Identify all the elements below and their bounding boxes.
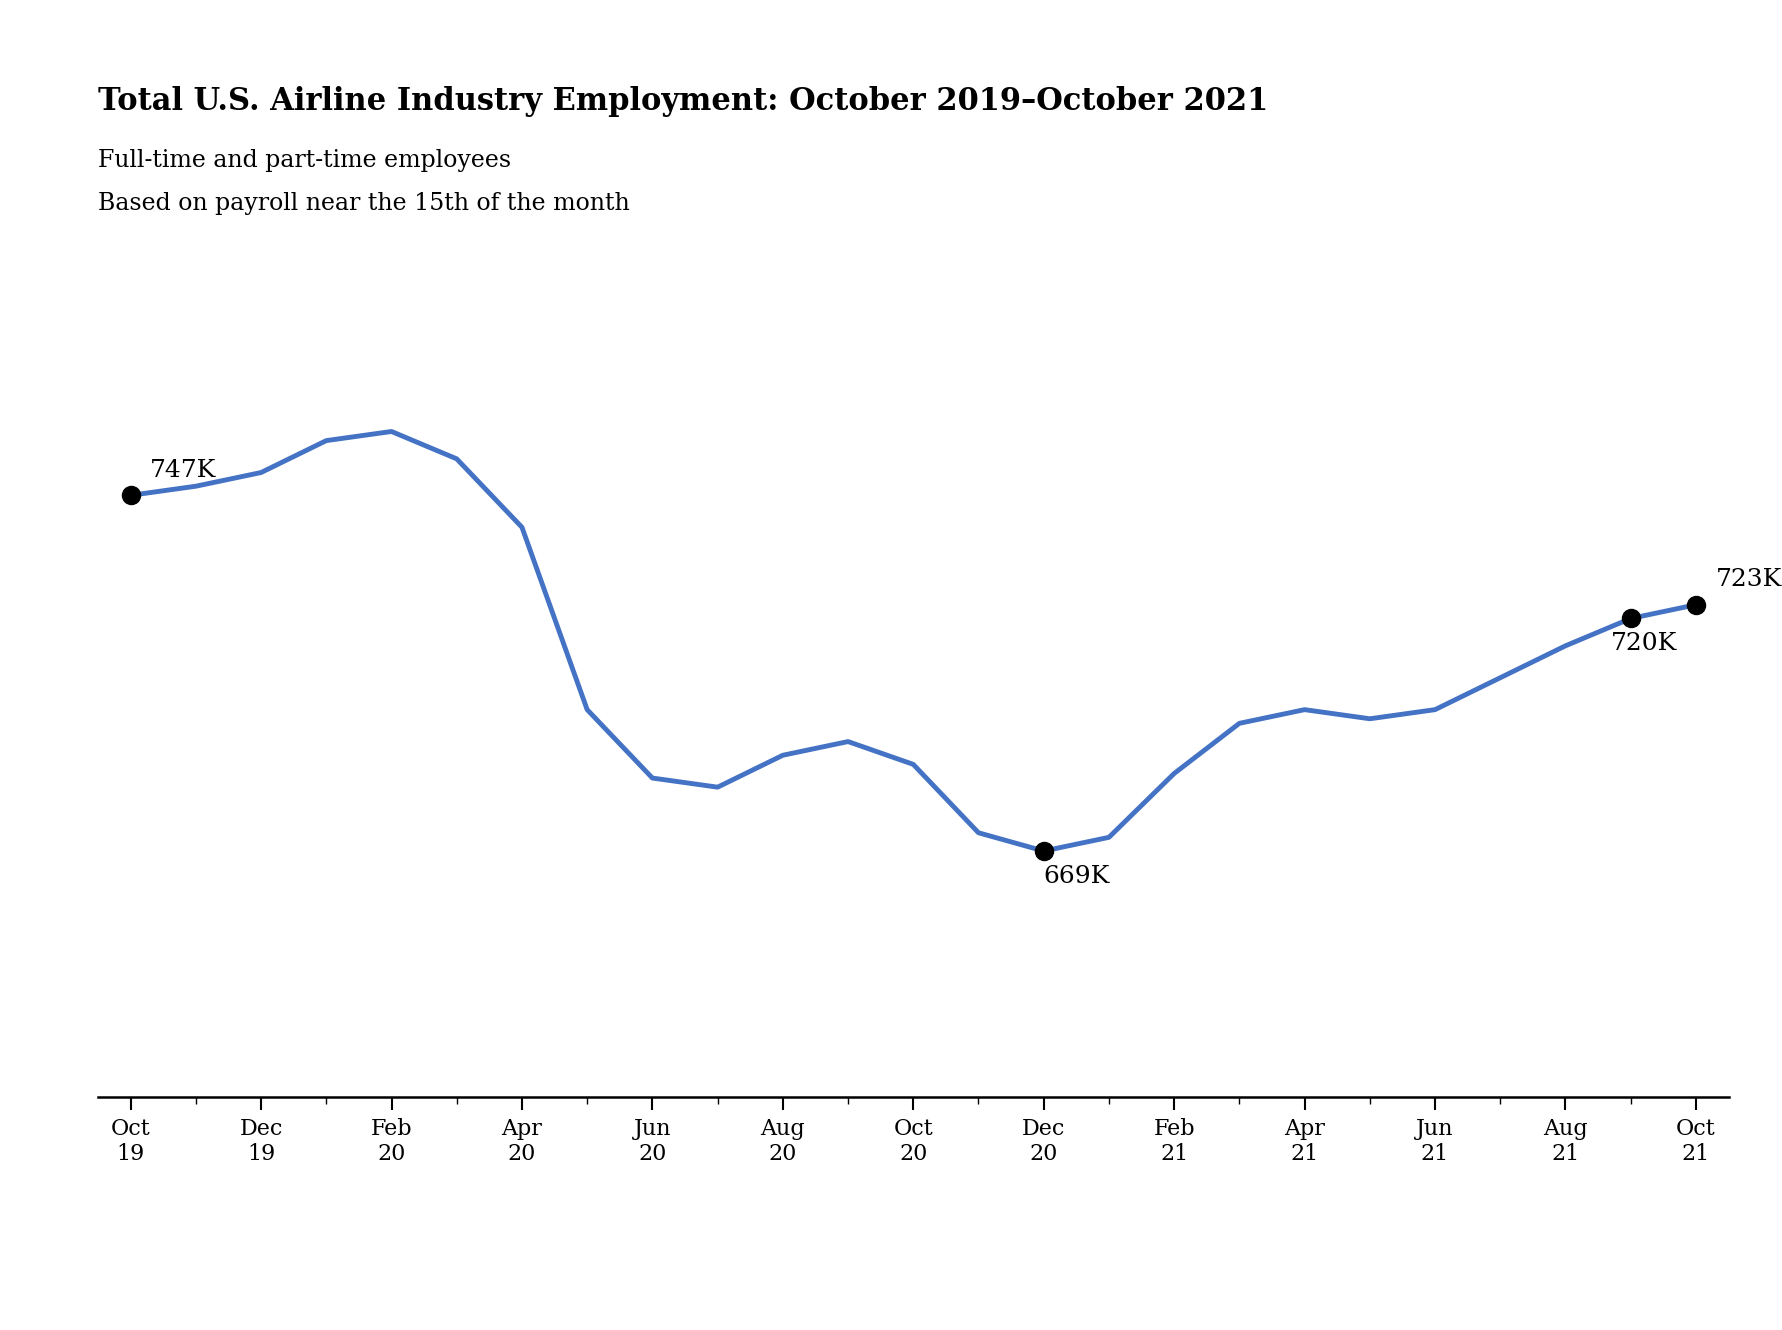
Text: Full-time and part-time employees: Full-time and part-time employees xyxy=(98,149,511,172)
Text: Total U.S. Airline Industry Employment: October 2019–October 2021: Total U.S. Airline Industry Employment: … xyxy=(98,86,1269,117)
Text: 747K: 747K xyxy=(150,459,217,481)
Text: 669K: 669K xyxy=(1042,864,1110,887)
Text: Based on payroll near the 15th of the month: Based on payroll near the 15th of the mo… xyxy=(98,192,629,214)
Text: 723K: 723K xyxy=(1716,568,1782,591)
Text: 720K: 720K xyxy=(1611,632,1677,656)
